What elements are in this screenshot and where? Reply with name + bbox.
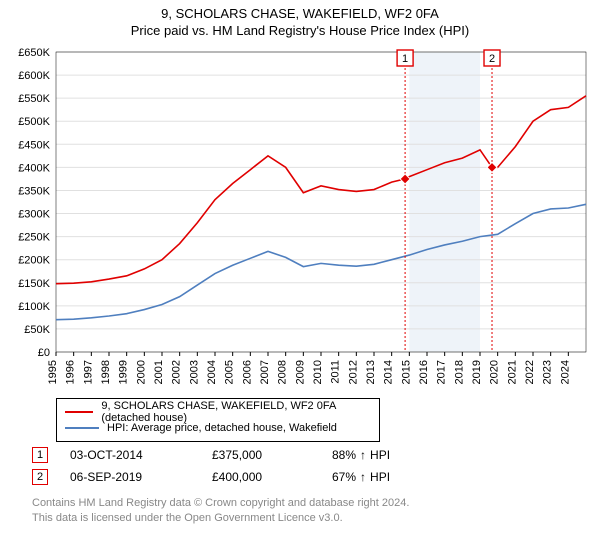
legend-swatch xyxy=(65,427,99,429)
sale-hpi: 67% ↑ HPI xyxy=(332,470,390,484)
svg-text:2016: 2016 xyxy=(418,360,430,384)
legend-item: HPI: Average price, detached house, Wake… xyxy=(65,420,371,436)
svg-text:2003: 2003 xyxy=(188,360,200,384)
sale-hpi: 88% ↑ HPI xyxy=(332,448,390,462)
sale-marker-box: 1 xyxy=(32,447,48,463)
sale-hpi-label: HPI xyxy=(370,470,390,484)
legend-label: 9, SCHOLARS CHASE, WAKEFIELD, WF2 0FA (d… xyxy=(101,400,371,424)
sales-list: 1 03-OCT-2014£375,00088% ↑ HPI 2 06-SEP-2019£… xyxy=(32,444,572,488)
svg-text:£50K: £50K xyxy=(24,324,50,336)
line-chart: £0 £50K £100K £150K £200K £250K £300K £350K £400… xyxy=(0,46,600,386)
svg-text:1997: 1997 xyxy=(82,360,94,384)
page-title: 9, SCHOLARS CHASE, WAKEFIELD, WF2 0FA xyxy=(0,0,600,21)
svg-text:2007: 2007 xyxy=(259,360,271,384)
sale-row: 2 06-SEP-2019£400,00067% ↑ HPI xyxy=(32,466,572,488)
svg-text:2019: 2019 xyxy=(471,360,483,384)
svg-text:£350K: £350K xyxy=(18,185,50,197)
svg-text:2009: 2009 xyxy=(294,360,306,384)
svg-text:2013: 2013 xyxy=(365,360,377,384)
svg-text:2000: 2000 xyxy=(135,360,147,384)
svg-text:2014: 2014 xyxy=(383,360,395,384)
svg-text:£150K: £150K xyxy=(18,278,50,290)
svg-text:2010: 2010 xyxy=(312,360,324,384)
footer-line-1: Contains HM Land Registry data © Crown c… xyxy=(32,496,572,511)
arrow-up-icon: ↑ xyxy=(360,448,366,462)
svg-text:2002: 2002 xyxy=(171,360,183,384)
sale-date: 03-OCT-2014 xyxy=(70,448,212,462)
footer-attribution: Contains HM Land Registry data © Crown c… xyxy=(32,496,572,526)
sale-price: £375,000 xyxy=(212,448,332,462)
svg-text:2001: 2001 xyxy=(153,360,165,384)
svg-text:2022: 2022 xyxy=(524,360,536,384)
sale-price: £400,000 xyxy=(212,470,332,484)
svg-text:2018: 2018 xyxy=(453,360,465,384)
svg-text:£300K: £300K xyxy=(18,209,50,221)
sale-hpi-pct: 67% xyxy=(332,470,356,484)
svg-text:1999: 1999 xyxy=(118,360,130,384)
svg-text:1995: 1995 xyxy=(47,360,59,384)
svg-text:2024: 2024 xyxy=(559,360,571,384)
svg-text:£0: £0 xyxy=(38,347,50,359)
svg-text:2008: 2008 xyxy=(277,360,289,384)
legend: 9, SCHOLARS CHASE, WAKEFIELD, WF2 0FA (d… xyxy=(56,398,380,442)
chart-area: £0 £50K £100K £150K £200K £250K £300K £350K £400… xyxy=(0,46,600,386)
svg-text:2011: 2011 xyxy=(330,360,342,384)
legend-item: 9, SCHOLARS CHASE, WAKEFIELD, WF2 0FA (d… xyxy=(65,404,371,420)
svg-text:2023: 2023 xyxy=(542,360,554,384)
svg-text:2004: 2004 xyxy=(206,360,218,384)
svg-text:£650K: £650K xyxy=(18,47,50,59)
svg-text:2020: 2020 xyxy=(489,360,501,384)
series-hpi xyxy=(56,204,586,319)
svg-text:£100K: £100K xyxy=(18,301,50,313)
svg-text:£200K: £200K xyxy=(18,255,50,267)
legend-label: HPI: Average price, detached house, Wake… xyxy=(107,422,337,434)
svg-text:£250K: £250K xyxy=(18,232,50,244)
svg-text:2005: 2005 xyxy=(224,360,236,384)
svg-text:1: 1 xyxy=(402,53,408,65)
legend-swatch xyxy=(65,411,93,413)
sale-hpi-label: HPI xyxy=(370,448,390,462)
svg-text:2015: 2015 xyxy=(400,360,412,384)
svg-text:£550K: £550K xyxy=(18,93,50,105)
sale-date: 06-SEP-2019 xyxy=(70,470,212,484)
svg-text:1996: 1996 xyxy=(65,360,77,384)
arrow-up-icon: ↑ xyxy=(360,470,366,484)
sale-row: 1 03-OCT-2014£375,00088% ↑ HPI xyxy=(32,444,572,466)
svg-text:2021: 2021 xyxy=(506,360,518,384)
svg-text:2017: 2017 xyxy=(436,360,448,384)
svg-text:2: 2 xyxy=(489,53,495,65)
sale-marker-box: 2 xyxy=(32,469,48,485)
page-subtitle: Price paid vs. HM Land Registry's House … xyxy=(0,21,600,42)
svg-text:1998: 1998 xyxy=(100,360,112,384)
svg-text:£600K: £600K xyxy=(18,70,50,82)
svg-text:2012: 2012 xyxy=(347,360,359,384)
footer-line-2: This data is licensed under the Open Gov… xyxy=(32,511,572,526)
series-price-paid xyxy=(56,96,586,284)
svg-text:£450K: £450K xyxy=(18,139,50,151)
svg-text:£500K: £500K xyxy=(18,116,50,128)
svg-text:2006: 2006 xyxy=(241,360,253,384)
svg-text:£400K: £400K xyxy=(18,162,50,174)
sale-hpi-pct: 88% xyxy=(332,448,356,462)
